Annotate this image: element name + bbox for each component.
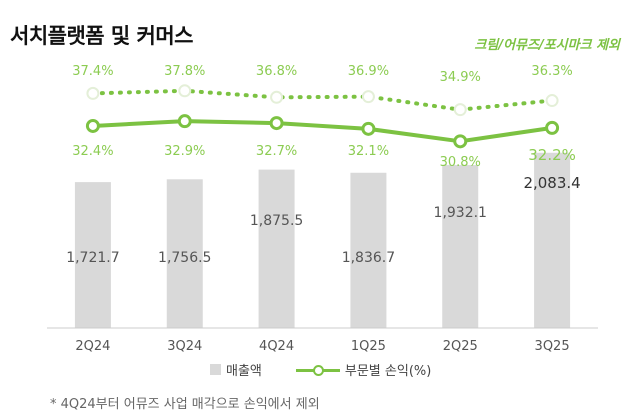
solid-series-label: 32.2% — [528, 146, 576, 164]
bar-value-label: 1,875.5 — [250, 213, 303, 229]
x-tick-label: 2Q24 — [75, 339, 110, 354]
solid-series-label: 32.9% — [164, 144, 205, 159]
solid-series-point — [177, 114, 192, 129]
solid-series-point — [453, 134, 468, 149]
bar — [166, 179, 203, 328]
legend-bar-swatch — [210, 364, 221, 375]
dotted-series-label: 37.8% — [164, 64, 205, 79]
x-tick-label: 1Q25 — [351, 339, 386, 354]
solid-series-line — [92, 119, 553, 144]
x-tick-label: 2Q25 — [443, 339, 478, 354]
dotted-series-label: 34.9% — [440, 70, 481, 85]
bar — [350, 172, 387, 328]
bar-value-label: 1,932.1 — [434, 205, 487, 221]
solid-series-point — [269, 116, 284, 131]
dotted-series-label: 36.8% — [256, 64, 297, 79]
solid-series-label: 30.8% — [440, 155, 481, 170]
legend-bar-label: 매출액 — [226, 364, 262, 379]
chart-title: 서치플랫폼 및 커머스 — [10, 24, 194, 48]
bar — [74, 182, 111, 328]
solid-series-label: 32.4% — [72, 144, 113, 159]
x-tick-label: 4Q24 — [259, 339, 294, 354]
bar — [258, 169, 295, 328]
dotted-series-point — [545, 94, 559, 108]
bar-value-label: 1,721.7 — [66, 250, 119, 266]
bar — [442, 165, 479, 328]
dotted-series-line — [90, 88, 555, 112]
chart-legend: 매출액 부문별 손익(%) — [210, 360, 431, 379]
bar — [534, 152, 571, 328]
x-tick-label: 3Q25 — [535, 339, 570, 354]
dotted-series-point — [178, 84, 192, 98]
legend-line-swatch — [295, 364, 340, 376]
solid-series-label: 32.7% — [256, 144, 297, 159]
chart-subtitle: 크림/어뮤즈/포시마크 제외 — [474, 38, 620, 53]
dotted-series-label: 36.9% — [348, 64, 389, 79]
x-tick-label: 3Q24 — [167, 339, 202, 354]
dotted-series-point — [361, 90, 375, 104]
bar-value-label: 1,756.5 — [158, 250, 211, 266]
solid-series-point — [545, 120, 560, 135]
legend-line-label: 부문별 손익(%) — [344, 364, 432, 379]
solid-series-point — [85, 118, 100, 133]
solid-series-point — [361, 121, 376, 136]
dotted-series-label: 36.3% — [531, 64, 572, 79]
dotted-series-label: 37.4% — [72, 64, 113, 79]
bar-value-label: 1,836.7 — [342, 250, 395, 266]
dotted-series-point — [453, 103, 467, 117]
dotted-series-point — [270, 90, 284, 104]
bar-value-label: 2,083.4 — [523, 174, 580, 192]
dotted-series-point — [86, 86, 100, 100]
footnote: * 4Q24부터 어뮤즈 사업 매각으로 손익에서 제외 — [50, 397, 320, 412]
solid-series-label: 32.1% — [348, 144, 389, 159]
